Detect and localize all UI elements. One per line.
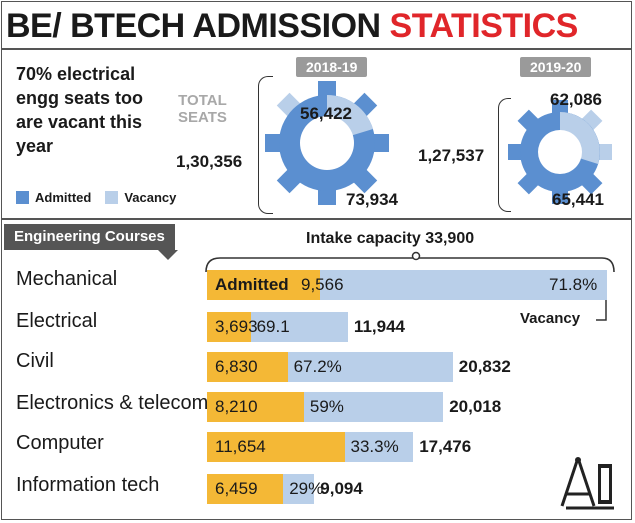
admitted-bar bbox=[207, 270, 320, 300]
intake-label: Intake capacity bbox=[306, 230, 421, 247]
vacancy-bar bbox=[303, 392, 444, 422]
admitted-value-label: 8,210 bbox=[215, 397, 258, 416]
page-title: BE/ BTECH ADMISSION STATISTICS bbox=[6, 6, 578, 46]
year-badge-2019: 2019-20 bbox=[520, 57, 592, 77]
admitted-value-label: 9,566 bbox=[301, 275, 344, 294]
headline-note: 70% electrical engg seats too are vacant… bbox=[16, 64, 144, 156]
gear-2018-teeth bbox=[265, 81, 389, 205]
vacancy-swatch bbox=[105, 191, 119, 204]
admitted-bar bbox=[207, 352, 288, 382]
total-2019: 1,27,537 bbox=[418, 146, 485, 165]
intake-value-label: 11,944 bbox=[353, 317, 405, 336]
admitted-bar bbox=[207, 392, 304, 422]
vacancy-pct-label: 59% bbox=[309, 397, 344, 416]
bracket-2018 bbox=[258, 76, 273, 214]
admitted-bar bbox=[207, 312, 251, 342]
intake-brace bbox=[205, 251, 615, 321]
admitted-inline-label: Admitted bbox=[215, 275, 289, 294]
vacancy-bar bbox=[283, 474, 315, 504]
vacancy-pct-label: 29% bbox=[289, 479, 324, 498]
admitted-2018: 73,934 bbox=[346, 190, 398, 209]
legend: Admitted Vacancy bbox=[16, 190, 176, 205]
intake-value-label: 9,094 bbox=[320, 479, 363, 498]
admitted-2019: 65,441 bbox=[552, 190, 604, 209]
vacancy-bar bbox=[287, 352, 453, 382]
course-label: Civil bbox=[16, 350, 54, 372]
intake-capacity: Intake capacity 33,900 bbox=[306, 230, 474, 248]
title-divider bbox=[2, 48, 632, 50]
title-highlight: STATISTICS bbox=[389, 7, 579, 45]
courses-header-pointer bbox=[158, 250, 178, 260]
total-seats-label: TOTAL SEATS bbox=[178, 92, 227, 126]
drafting-tools-icon bbox=[560, 457, 614, 510]
course-label: Mechanical bbox=[16, 268, 118, 290]
vacancy-pct-label: 33.3% bbox=[350, 437, 399, 456]
section-divider bbox=[2, 218, 632, 220]
vacancy-bar bbox=[344, 432, 414, 462]
vacancy-pct-label: 71.8% bbox=[549, 275, 598, 294]
vacancy-callout: Vacancy bbox=[520, 310, 581, 327]
admitted-value-label: 11,654 bbox=[215, 437, 266, 456]
intake-value: 33,900 bbox=[425, 230, 475, 247]
total-label-line2: SEATS bbox=[178, 109, 227, 126]
vacancy-bar bbox=[319, 270, 607, 300]
admitted-value-label: 6,459 bbox=[215, 479, 258, 498]
vacancy-2019: 62,086 bbox=[550, 90, 602, 109]
admitted-bar bbox=[207, 474, 284, 504]
course-label: Electrical bbox=[16, 310, 98, 332]
legend-admitted: Admitted bbox=[35, 190, 92, 205]
intake-value-label: 17,476 bbox=[419, 437, 472, 456]
course-label: Information tech bbox=[16, 474, 160, 496]
total-label-line1: TOTAL bbox=[178, 92, 227, 109]
bracket-2019 bbox=[498, 98, 511, 212]
course-label: Computer bbox=[16, 432, 104, 454]
intake-value-label: 20,832 bbox=[458, 357, 511, 376]
admitted-bar bbox=[207, 432, 345, 462]
gear-2018-icon bbox=[265, 81, 389, 205]
year-badge-2018: 2018-19 bbox=[296, 57, 368, 77]
admitted-swatch bbox=[16, 191, 29, 204]
title-main: BE/ BTECH ADMISSION bbox=[6, 7, 381, 45]
courses-header: Engineering Courses bbox=[4, 224, 175, 250]
legend-vacancy: Vacancy bbox=[124, 190, 177, 205]
vacancy-pct-label: 67.2% bbox=[293, 357, 342, 376]
gear-2019-teeth bbox=[508, 100, 612, 204]
intake-value-label: 20,018 bbox=[449, 397, 502, 416]
vacancy-pct-label: 69.1 bbox=[256, 317, 290, 336]
vacancy-bar bbox=[250, 312, 348, 342]
course-label: Electronics & telecom bbox=[16, 392, 209, 414]
admitted-value-label: 6,830 bbox=[215, 357, 258, 376]
total-2018: 1,30,356 bbox=[176, 152, 243, 171]
gear-2019-icon bbox=[508, 100, 612, 204]
vacancy-2018: 56,422 bbox=[300, 104, 352, 123]
admitted-value-label: 3,693 bbox=[215, 317, 258, 336]
